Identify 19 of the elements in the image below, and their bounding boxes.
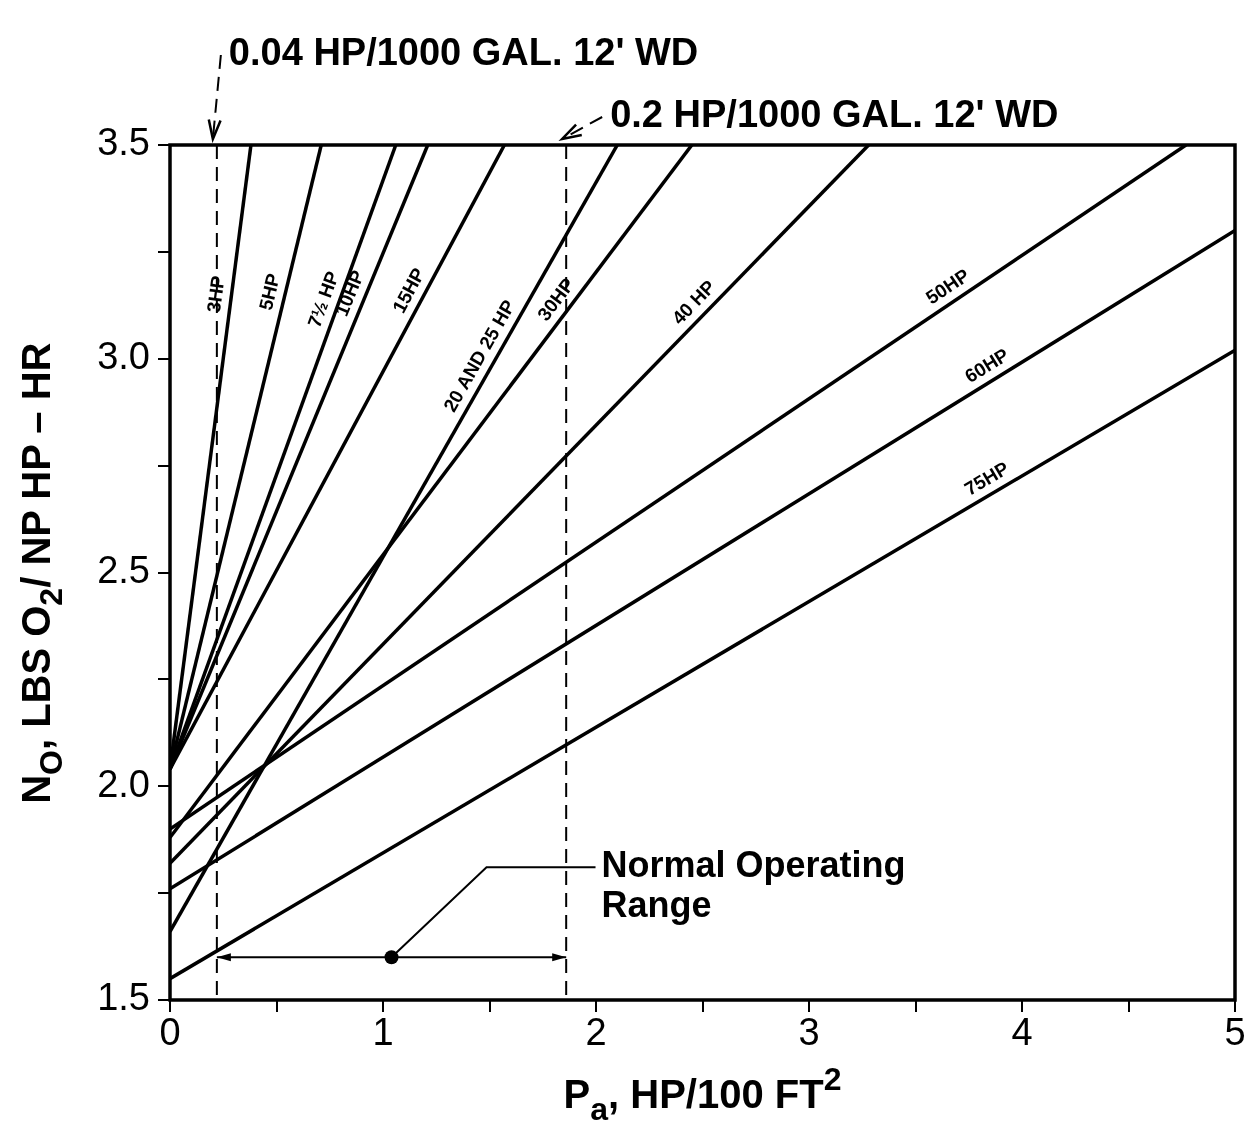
y-tick-label: 3.5 <box>97 121 150 164</box>
annotation: Normal Operating Range <box>601 844 906 926</box>
y-tick-label: 2.0 <box>97 762 150 805</box>
x-tick-label: 1 <box>372 1011 394 1054</box>
ref-line-label: 0.04 HP/1000 GAL. 12' WD <box>228 31 699 74</box>
x-tick-label: 4 <box>1011 1011 1033 1054</box>
x-tick-label: 5 <box>1224 1011 1246 1054</box>
x-tick-label: 0 <box>159 1011 181 1054</box>
text: 20 AND 25 HP <box>439 296 520 416</box>
legend-label: 0.2 HP/1000 GAL. 12' WD <box>610 93 1059 136</box>
text: 40 HP <box>667 275 720 329</box>
y-axis-title: NO, LBS O2/ NP HP – HR <box>14 342 69 804</box>
x-tick-label: 3 <box>798 1011 820 1054</box>
y-tick-label: 3.0 <box>97 335 150 378</box>
y-tick-label: 1.5 <box>97 976 150 1019</box>
y-tick-label: 2.5 <box>97 548 150 591</box>
text: 5HP <box>254 271 285 313</box>
x-tick-label: 2 <box>585 1011 607 1054</box>
text: 15HP <box>388 264 430 317</box>
